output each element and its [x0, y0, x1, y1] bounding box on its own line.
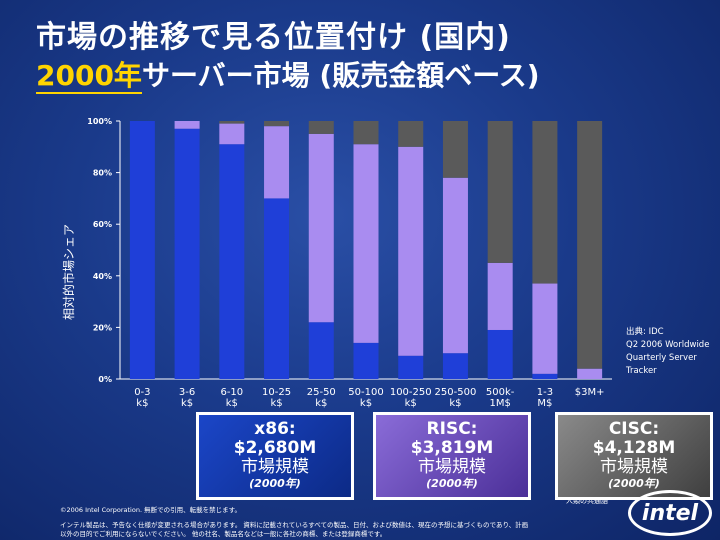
bar-risc — [308, 133, 334, 323]
x-tick-label: k$ — [136, 398, 148, 409]
x-tick-label: k$ — [360, 398, 372, 409]
bar-x86 — [174, 128, 200, 379]
disclaimer-text-2: 以外の目的でご利用にならないでください。 他の社名、製品名などは一般に各社の商標… — [60, 530, 387, 538]
x-tick-label: $3M+ — [575, 387, 605, 398]
box-value: $2,680M — [233, 438, 317, 458]
bar-risc — [577, 368, 603, 379]
logo-tagline: 人類の共通語 — [566, 497, 608, 505]
bar-x86 — [264, 198, 290, 379]
bar-x86 — [129, 121, 155, 379]
x-tick-label: 1M$ — [490, 398, 511, 409]
bar-cisc — [308, 121, 334, 134]
bar-x86 — [219, 144, 245, 379]
box-head: x86: — [254, 419, 296, 439]
bar-x86 — [532, 373, 558, 379]
bar-x86 — [353, 342, 379, 379]
bar-risc — [442, 177, 468, 354]
box-year: (2000年) — [608, 477, 660, 490]
bar-x86 — [487, 329, 513, 379]
x-tick-label: 1-3 — [537, 387, 553, 398]
bar-cisc — [353, 121, 379, 145]
box-label: 市場規模 — [600, 457, 668, 477]
source-line: 出典: IDC — [626, 327, 664, 337]
box-value: $3,819M — [410, 438, 494, 458]
bar-x86 — [308, 322, 334, 379]
x-tick-label: 10-25 — [262, 387, 291, 398]
source-note: 出典: IDC Q2 2006 Worldwide Quarterly Serv… — [626, 326, 709, 378]
subtitle-rest: サーバー市場 (販売金額ベース) — [141, 59, 540, 92]
bar-cisc — [398, 121, 424, 147]
box-year: (2000年) — [249, 477, 301, 490]
y-tick-label: 20% — [93, 323, 112, 332]
x-tick-label: 3-6 — [179, 387, 195, 398]
page-subtitle: 2000年サーバー市場 (販売金額ベース) — [36, 54, 540, 94]
bar-cisc — [219, 121, 245, 124]
x-tick-label: 25-50 — [307, 387, 336, 398]
y-tick-label: 100% — [87, 117, 112, 126]
copyright-text: ©2006 Intel Corporation. 無断での引用、転載を禁じます。 — [60, 506, 241, 514]
x-tick-label: 0-3 — [134, 387, 150, 398]
x-tick-label: M$ — [537, 398, 552, 409]
bar-risc — [174, 121, 200, 129]
x-tick-label: 100-250 — [390, 387, 432, 398]
bar-risc — [487, 262, 513, 330]
disclaimer-text: インテル製品は、予告なく仕様が変更される場合があります。 資料に記載されているす… — [60, 521, 529, 529]
source-line: Q2 2006 Worldwide — [626, 340, 710, 350]
bar-x86 — [442, 353, 468, 379]
bar-x86 — [398, 355, 424, 379]
cisc-market-box: CISC: $4,128M 市場規模 (2000年) — [555, 412, 713, 500]
bar-cisc — [487, 121, 513, 263]
x-tick-label: k$ — [449, 398, 461, 409]
box-year: (2000年) — [426, 477, 478, 490]
y-tick-label: 40% — [93, 272, 112, 281]
risc-market-box: RISC: $3,819M 市場規模 (2000年) — [373, 412, 531, 500]
box-head: CISC: — [608, 419, 660, 439]
subtitle-year: 2000年 — [36, 59, 142, 94]
box-head: RISC: — [426, 419, 478, 439]
box-label: 市場規模 — [418, 457, 486, 477]
stacked-bar-chart: 0%20%40%60%80%100%0-3k$3-6k$6-10k$10-25k… — [87, 117, 605, 409]
y-tick-label: 80% — [93, 169, 112, 178]
x-tick-label: 6-10 — [220, 387, 243, 398]
x-tick-label: k$ — [181, 398, 193, 409]
bar-risc — [264, 126, 290, 199]
x-tick-label: k$ — [405, 398, 417, 409]
bar-risc — [353, 144, 379, 343]
y-tick-label: 60% — [93, 220, 112, 229]
x-tick-label: 250-500 — [435, 387, 477, 398]
bar-cisc — [264, 121, 290, 127]
bar-risc — [532, 283, 558, 374]
bar-cisc — [577, 121, 603, 369]
bar-cisc — [532, 121, 558, 284]
page-title: 市場の推移で見る位置付け (国内) — [36, 20, 511, 55]
intel-logo: intel — [628, 490, 712, 536]
x-tick-label: k$ — [270, 398, 282, 409]
bar-risc — [219, 123, 245, 145]
bar-risc — [398, 146, 424, 356]
x-tick-label: 500k- — [486, 387, 515, 398]
box-label: 市場規模 — [241, 457, 309, 477]
bar-cisc — [442, 121, 468, 178]
x-tick-label: k$ — [315, 398, 327, 409]
source-line: Quarterly Server — [626, 353, 697, 363]
box-value: $4,128M — [592, 438, 676, 458]
x-tick-label: 50-100 — [348, 387, 383, 398]
x86-market-box: x86: $2,680M 市場規模 (2000年) — [196, 412, 354, 500]
source-line: Tracker — [626, 366, 657, 376]
x-tick-label: k$ — [226, 398, 238, 409]
y-tick-label: 0% — [98, 375, 112, 384]
